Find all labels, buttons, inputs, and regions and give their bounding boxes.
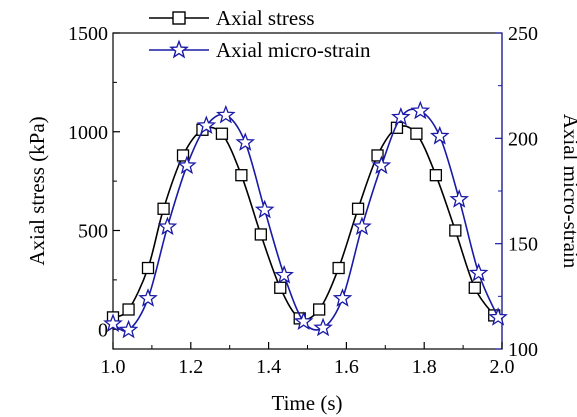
y-right-tick-label-1: 150 bbox=[508, 234, 538, 256]
data-point-axial-micro-strain-0 bbox=[103, 313, 123, 333]
data-point-axial-micro-strain-4 bbox=[177, 155, 197, 175]
data-point-axial-micro-strain-3 bbox=[157, 216, 178, 236]
ticks bbox=[112, 32, 503, 350]
data-point-axial-stress-14 bbox=[371, 149, 384, 162]
y-left-tick-label-1: 500 bbox=[78, 221, 108, 243]
data-point-axial-stress-2 bbox=[141, 261, 155, 275]
data-point-axial-micro-strain-16 bbox=[410, 100, 431, 120]
data-point-axial-micro-strain-17 bbox=[429, 125, 450, 145]
data-point-axial-stress-11 bbox=[313, 303, 326, 316]
x-tick-label-5: 2.0 bbox=[490, 356, 515, 378]
y-left-tick-label-2: 1000 bbox=[68, 122, 108, 144]
x-tick-label-1: 1.2 bbox=[178, 356, 203, 378]
y-left-tick-label-3: 1500 bbox=[68, 23, 108, 45]
data-point-axial-micro-strain-20 bbox=[488, 307, 508, 326]
data-point-axial-micro-strain-13 bbox=[352, 216, 372, 236]
data-point-axial-stress-17 bbox=[429, 169, 443, 182]
series-line-axial-stress bbox=[112, 125, 495, 321]
data-point-axial-stress-9 bbox=[274, 281, 287, 294]
data-point-axial-micro-strain-15 bbox=[391, 106, 411, 126]
legend-marker-axial-stress bbox=[172, 11, 186, 25]
y-right-tick-label-3: 250 bbox=[508, 23, 538, 45]
x-tick-label-3: 1.6 bbox=[334, 356, 359, 378]
data-point-axial-micro-strain-14 bbox=[371, 155, 392, 175]
legend: Axial stress Axial micro-strain bbox=[149, 6, 371, 62]
data-point-axial-stress-6 bbox=[215, 127, 229, 140]
x-axis-title: Time (s) bbox=[272, 391, 343, 415]
data-point-axial-stress-3 bbox=[157, 202, 170, 215]
y-right-axis-title: Axial micro-strain bbox=[559, 114, 577, 269]
series-line-axial-micro-strain bbox=[112, 108, 499, 332]
x-tick-label-4: 1.8 bbox=[412, 356, 437, 378]
data-point-axial-micro-strain-12 bbox=[332, 288, 353, 307]
data-point-axial-micro-strain-11 bbox=[313, 317, 333, 337]
data-point-axial-micro-strain-9 bbox=[274, 264, 294, 284]
data-point-axial-micro-strain-18 bbox=[449, 189, 470, 208]
data-point-axial-stress-7 bbox=[235, 169, 248, 182]
data-point-axial-stress-18 bbox=[449, 224, 462, 237]
data-point-axial-micro-strain-1 bbox=[118, 319, 139, 339]
legend-label-axial-micro-strain: Axial micro-strain bbox=[216, 38, 371, 62]
data-point-axial-stress-1 bbox=[122, 303, 135, 316]
data-point-axial-micro-strain-2 bbox=[138, 288, 158, 307]
data-point-axial-micro-strain-5 bbox=[196, 115, 217, 135]
data-point-axial-micro-strain-10 bbox=[293, 311, 314, 330]
data-point-axial-micro-strain-6 bbox=[215, 104, 236, 124]
tick-labels: 1.0 1.2 1.4 1.6 1.8 2.0 0 500 1000 1500 100 150 200 2… bbox=[68, 23, 538, 378]
data-point-axial-stress-19 bbox=[468, 281, 481, 294]
x-tick-label-2: 1.4 bbox=[256, 356, 281, 378]
data-point-axial-stress-16 bbox=[410, 127, 423, 140]
data-point-axial-stress-8 bbox=[254, 228, 267, 241]
data-point-axial-micro-strain-8 bbox=[254, 199, 275, 219]
data-point-axial-stress-12 bbox=[332, 261, 345, 275]
data-point-axial-stress-13 bbox=[351, 202, 365, 215]
series-layer bbox=[103, 100, 508, 339]
y-left-axis-title: Axial stress (kPa) bbox=[25, 116, 49, 265]
plot-frame bbox=[112, 32, 503, 350]
y-right-tick-label-0: 100 bbox=[508, 339, 538, 361]
x-tick-label-0: 1.0 bbox=[101, 356, 126, 378]
data-point-axial-micro-strain-7 bbox=[235, 132, 256, 151]
y-left-tick-label-0: 0 bbox=[98, 319, 108, 341]
legend-label-axial-stress: Axial stress bbox=[216, 6, 315, 30]
data-point-axial-micro-strain-19 bbox=[468, 262, 489, 282]
y-right-tick-label-2: 200 bbox=[508, 128, 538, 150]
data-point-axial-stress-4 bbox=[176, 149, 190, 162]
legend-marker-axial-micro-strain bbox=[169, 39, 189, 59]
